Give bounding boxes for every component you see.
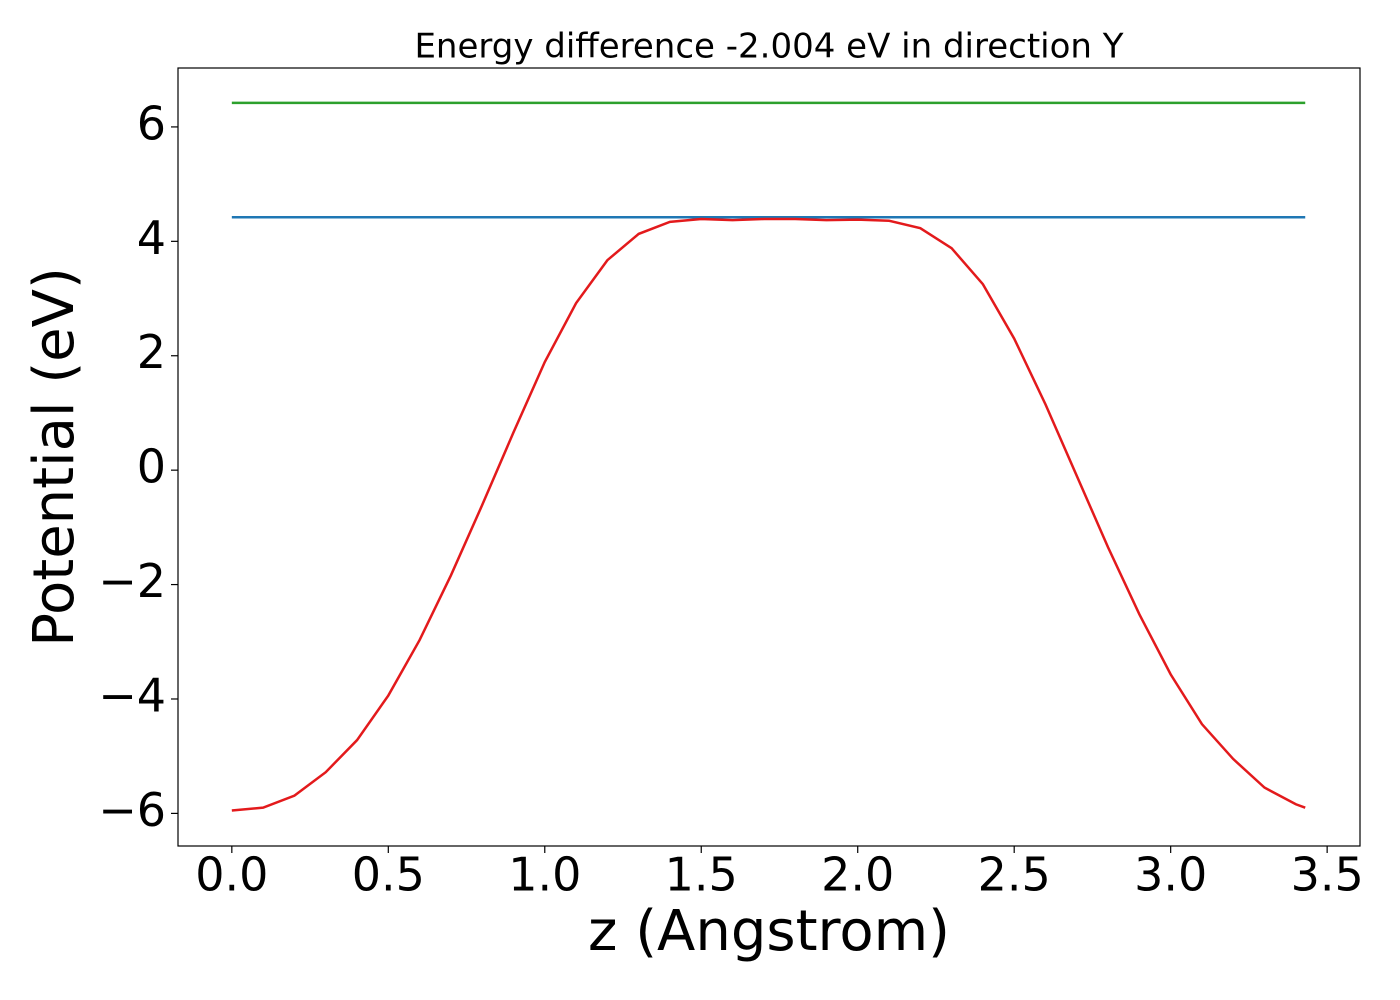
x-tick-label: 1.5: [665, 848, 738, 902]
x-tick-label: 2.0: [821, 848, 894, 902]
x-axis-label: z (Angstrom): [588, 899, 950, 964]
y-tick-label: −4: [98, 668, 166, 722]
y-tick-label: 6: [137, 96, 166, 150]
chart-title: Energy difference -2.004 eV in direction…: [414, 27, 1123, 67]
x-tick-label: 0.5: [352, 848, 425, 902]
y-tick-label: 2: [137, 325, 166, 379]
x-tick-label: 0.0: [195, 848, 268, 902]
y-tick-label: 4: [137, 211, 166, 265]
x-tick-label: 3.0: [1134, 848, 1207, 902]
y-tick-label: 0: [137, 440, 166, 494]
y-tick-label: −2: [98, 554, 166, 608]
data-line: [231, 217, 1306, 812]
y-tick-label: −6: [98, 783, 166, 837]
x-tick-label: 3.5: [1291, 848, 1364, 902]
x-tick-label: 1.0: [508, 848, 581, 902]
plot-frame: [177, 67, 1361, 847]
x-tick-label: 2.5: [978, 848, 1051, 902]
y-axis-label: Potential (eV): [22, 267, 87, 647]
